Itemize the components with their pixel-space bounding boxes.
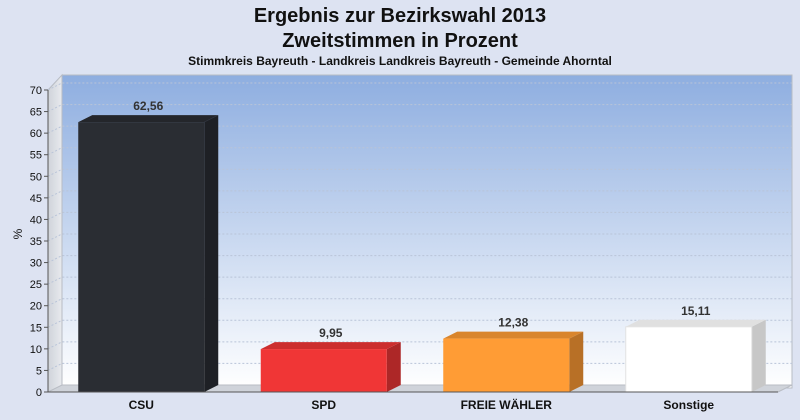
bar-spd	[260, 342, 401, 392]
gridline	[47, 211, 792, 220]
y-tick-label: 50	[30, 171, 42, 183]
y-tick-label: 60	[30, 128, 42, 140]
value-labels: 62,56 9,95 12,38 15,11	[133, 99, 711, 340]
value-label: 9,95	[319, 326, 343, 340]
gridline	[47, 255, 792, 264]
chart-subtitle: Stimmkreis Bayreuth - Landkreis Landkrei…	[188, 54, 612, 68]
y-axis: 0 5 10 15 20 25 30 35 40 45 50 55 60 65 70	[30, 85, 48, 399]
gridlines	[47, 82, 792, 371]
category-label: CSU	[129, 398, 154, 412]
y-tick-label: 25	[30, 279, 42, 291]
gridline	[47, 319, 792, 328]
bar-freie-w-hler	[443, 331, 584, 392]
bar-sonstige	[625, 319, 766, 393]
y-tick-label: 0	[36, 387, 42, 399]
plot-side-wall	[47, 73, 63, 393]
bar-front	[443, 338, 570, 392]
gridline	[47, 341, 792, 350]
y-tick-label: 65	[30, 107, 42, 119]
y-tick-label: 5	[36, 365, 42, 377]
y-tick-label: 15	[30, 322, 42, 334]
gridline	[47, 168, 792, 177]
y-tick-label: 10	[30, 344, 42, 356]
gridline	[47, 125, 792, 134]
bar-top	[625, 319, 766, 327]
gridline	[47, 190, 792, 199]
y-tick-label: 35	[30, 236, 42, 248]
gridline	[47, 362, 792, 371]
bar-front	[625, 326, 753, 393]
gridline	[47, 82, 792, 91]
category-labels: CSU SPD FREIE WÄHLER Sonstige	[129, 397, 715, 412]
chart-title-line-2: Zweitstimmen in Prozent	[282, 30, 518, 52]
gridline	[47, 233, 792, 242]
bar-side	[751, 319, 766, 392]
category-label: Sonstige	[663, 398, 714, 412]
value-label: 62,56	[133, 99, 163, 113]
category-label: FREIE WÄHLER	[461, 397, 553, 412]
y-tick-label: 45	[30, 193, 42, 205]
bar-csu	[78, 115, 219, 392]
y-tick-label: 55	[30, 150, 42, 162]
bar-front	[78, 122, 205, 392]
y-tick-label: 20	[30, 301, 42, 313]
bar-front	[260, 349, 387, 392]
y-axis-label: %	[11, 228, 25, 239]
bar-top	[78, 115, 219, 123]
gridline	[47, 147, 792, 156]
bar-top	[443, 331, 584, 339]
chart-title: Ergebnis zur Bezirkswahl 2013	[254, 5, 546, 27]
y-tick-label: 70	[30, 85, 42, 97]
category-label: SPD	[311, 398, 336, 412]
bars	[78, 115, 766, 393]
gridline	[47, 298, 792, 307]
gridline	[47, 104, 792, 113]
bar-side	[569, 331, 584, 392]
bar-side	[386, 342, 401, 392]
y-tick-label: 40	[30, 214, 42, 226]
bar-side	[204, 115, 219, 392]
value-label: 15,11	[681, 304, 711, 318]
value-label: 12,38	[498, 316, 528, 330]
bar-top	[260, 342, 401, 350]
gridline	[47, 276, 792, 285]
y-tick-label: 30	[30, 258, 42, 270]
